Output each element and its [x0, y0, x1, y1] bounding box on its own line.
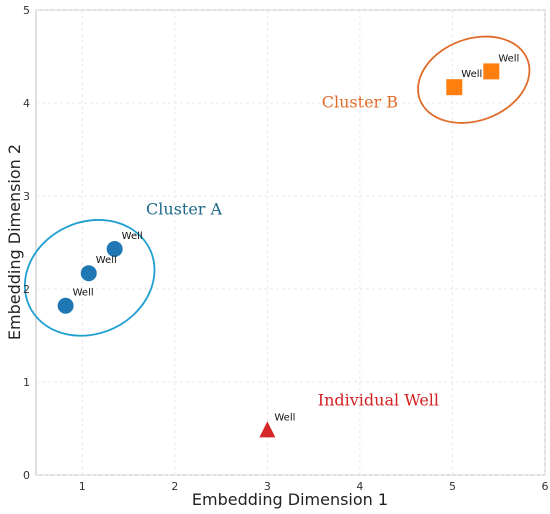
x-tick-label: 5: [449, 480, 456, 493]
point-label: Well: [274, 412, 295, 423]
y-tick-label: 5: [23, 4, 30, 17]
data-point: [483, 63, 500, 80]
y-tick-label: 0: [23, 469, 30, 482]
x-axis-label: Embedding Dimension 1: [192, 490, 388, 509]
cluster-annotation: Individual Well: [318, 390, 439, 409]
data-point: [259, 421, 276, 438]
data-point: [446, 79, 463, 96]
cluster-ellipse: [417, 35, 531, 124]
point-label: Well: [498, 53, 519, 64]
y-tick-labels: 0 1 2 3 4 5: [23, 4, 30, 482]
data-points: [57, 63, 500, 438]
y-tick-label: 3: [23, 190, 30, 203]
point-label: Well: [96, 255, 117, 266]
x-tick-label: 2: [171, 480, 178, 493]
x-tick-labels: 1 2 3 4 5 6: [79, 480, 549, 493]
x-tick-label: 3: [264, 480, 271, 493]
point-label: Well: [461, 69, 482, 80]
grid: [36, 9, 546, 476]
x-tick-label: 4: [356, 480, 363, 493]
annotations: Cluster A Cluster B Individual Well: [146, 93, 439, 410]
cluster-annotation: Cluster B: [322, 93, 398, 112]
cluster-ellipse: [23, 219, 156, 337]
y-tick-label: 1: [23, 376, 30, 389]
x-tick-label: 1: [79, 480, 86, 493]
cluster-annotation: Cluster A: [146, 200, 223, 219]
point-label: Well: [122, 231, 143, 242]
cluster-ellipses: [23, 35, 531, 337]
y-tick-label: 2: [23, 283, 30, 296]
data-point: [57, 297, 74, 314]
y-tick-label: 4: [23, 97, 30, 110]
x-tick-label: 6: [542, 480, 549, 493]
point-label: Well: [73, 288, 94, 299]
y-axis-label: Embedding Dimension 2: [5, 144, 24, 340]
point-labels: Well Well Well Well Well Well: [73, 53, 520, 423]
data-point: [80, 265, 97, 282]
data-point: [106, 241, 123, 258]
